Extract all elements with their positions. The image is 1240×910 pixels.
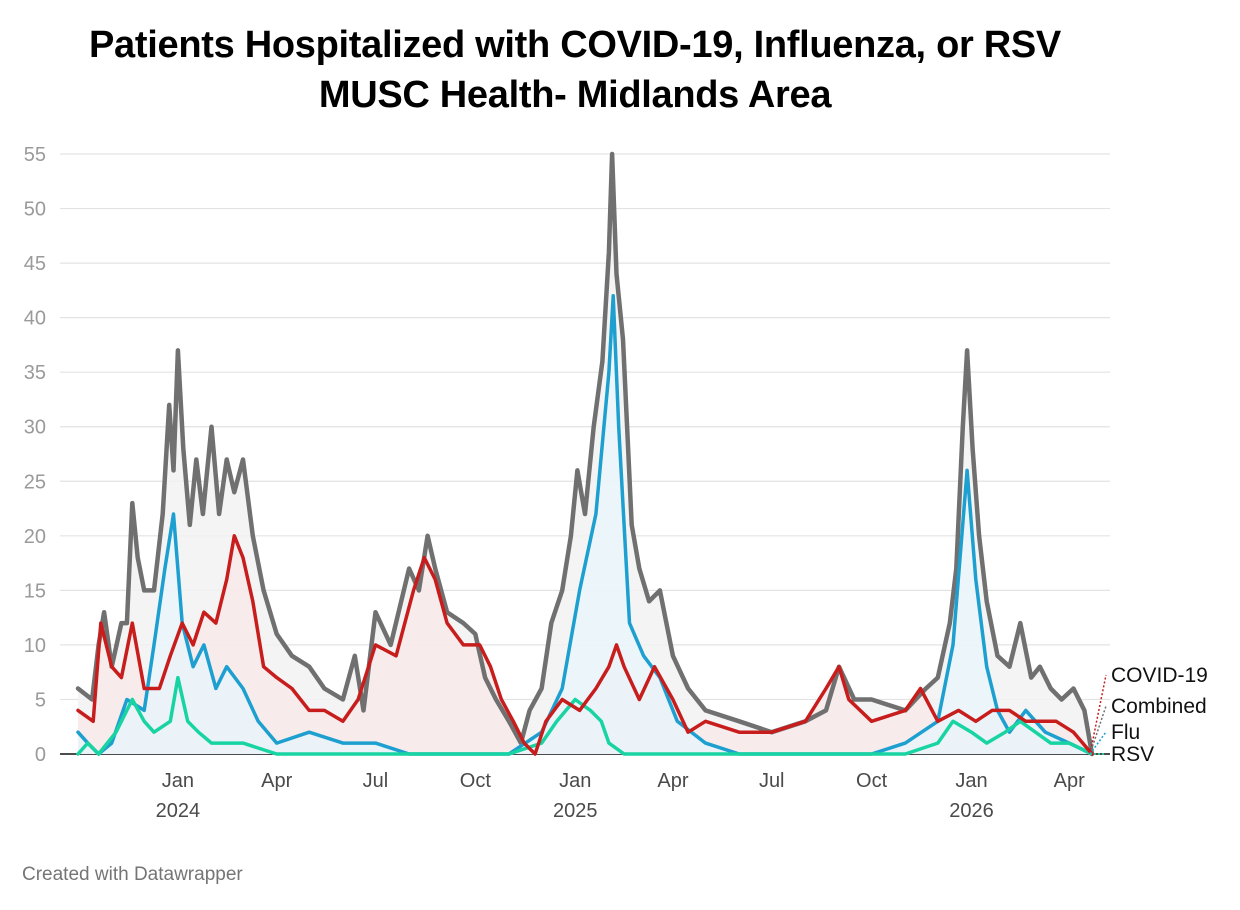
- area-flu: [78, 295, 1092, 754]
- y-axis: 0 5 10 15 20 25 30 35 40 45 50 55: [24, 144, 46, 766]
- series-line-flu: [76, 294, 1094, 756]
- x-tick-label-6: Jul: [759, 770, 785, 792]
- series-label-rsv: RSV: [1111, 743, 1154, 766]
- y-tick-label-5: 5: [35, 689, 46, 711]
- x-tick-label-0: Jan: [162, 770, 194, 792]
- x-axis: Jan 2024 Apr Jul Oct Jan 2025 Apr Jul Oct Jan 2026 A…: [156, 770, 1085, 822]
- y-tick-label-55: 55: [24, 144, 46, 166]
- x-tick-label-8: Jan: [955, 770, 987, 792]
- x-tick-year-0: 2024: [156, 800, 201, 822]
- title-line-2: MUSC Health- Midlands Area: [318, 74, 832, 116]
- x-tick-label-9: Apr: [1054, 770, 1085, 792]
- series-line-rsv: [76, 675, 1094, 756]
- x-tick-label-5: Apr: [657, 770, 688, 792]
- label-connector-covid-19: [1089, 674, 1107, 755]
- x-tick-label-4: Jan: [559, 770, 591, 792]
- footer-credit: Created with Datawrapper: [22, 864, 243, 885]
- y-tick-label-20: 20: [24, 526, 46, 548]
- x-tick-label-3: Oct: [460, 770, 492, 792]
- y-tick-label-50: 50: [24, 199, 46, 221]
- y-tick-label-45: 45: [24, 253, 46, 275]
- series-label-combined: Combined: [1111, 695, 1207, 718]
- x-tick-label-7: Oct: [856, 770, 888, 792]
- series-line-covid-19: [76, 534, 1094, 756]
- label-connector-combined: [1089, 705, 1107, 755]
- area-covid-19: [78, 535, 1092, 754]
- chart-title: Patients Hospitalized with COVID-19, Inf…: [0, 20, 1150, 120]
- y-tick-label-25: 25: [24, 471, 46, 493]
- label-connector-flu: [1089, 731, 1107, 755]
- x-tick-label-2: Jul: [363, 770, 389, 792]
- y-tick-label-30: 30: [24, 417, 46, 439]
- y-tick-label-15: 15: [24, 580, 46, 602]
- y-tick-label-0: 0: [35, 744, 46, 766]
- y-tick-label-40: 40: [24, 308, 46, 330]
- y-tick-label-35: 35: [24, 362, 46, 384]
- title-line-1: Patients Hospitalized with COVID-19, Inf…: [89, 24, 1061, 66]
- x-tick-year-8: 2026: [949, 800, 994, 822]
- x-tick-year-4: 2025: [553, 800, 598, 822]
- series-label-flu: Flu: [1111, 721, 1140, 744]
- series-label-covid-19: COVID-19: [1111, 664, 1208, 687]
- series-layer: [75, 151, 1095, 757]
- x-tick-label-1: Apr: [261, 770, 292, 792]
- y-tick-label-10: 10: [24, 635, 46, 657]
- series-line-combined: [75, 151, 1095, 757]
